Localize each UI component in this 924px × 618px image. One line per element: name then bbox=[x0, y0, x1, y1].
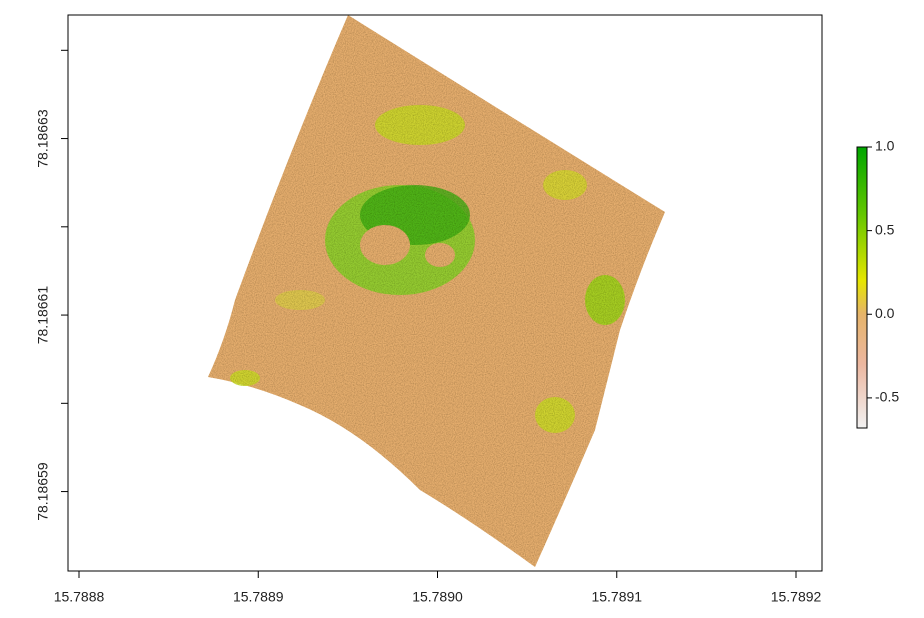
colorbar-tick-label: 1.0 bbox=[875, 138, 895, 154]
colorbar-tick-label: 0.5 bbox=[875, 221, 895, 237]
colorbar-tick-label: 0.0 bbox=[875, 305, 895, 321]
colorbar bbox=[857, 147, 867, 428]
y-tick-label: 78.18663 bbox=[35, 109, 51, 168]
x-tick-label: 15.7888 bbox=[54, 589, 105, 605]
y-tick-label: 78.18659 bbox=[35, 462, 51, 521]
raster-image bbox=[208, 15, 665, 567]
y-tick-label: 78.18661 bbox=[35, 286, 51, 345]
x-tick-label: 15.7892 bbox=[771, 589, 822, 605]
x-tick-label: 15.7891 bbox=[591, 589, 642, 605]
chart: 15.7888 15.7889 15.7890 15.7891 15.7892 78.18… bbox=[0, 0, 924, 613]
x-tick-label: 15.7890 bbox=[412, 589, 463, 605]
x-tick-label: 15.7889 bbox=[233, 589, 284, 605]
colorbar-tick-label: -0.5 bbox=[875, 389, 899, 405]
